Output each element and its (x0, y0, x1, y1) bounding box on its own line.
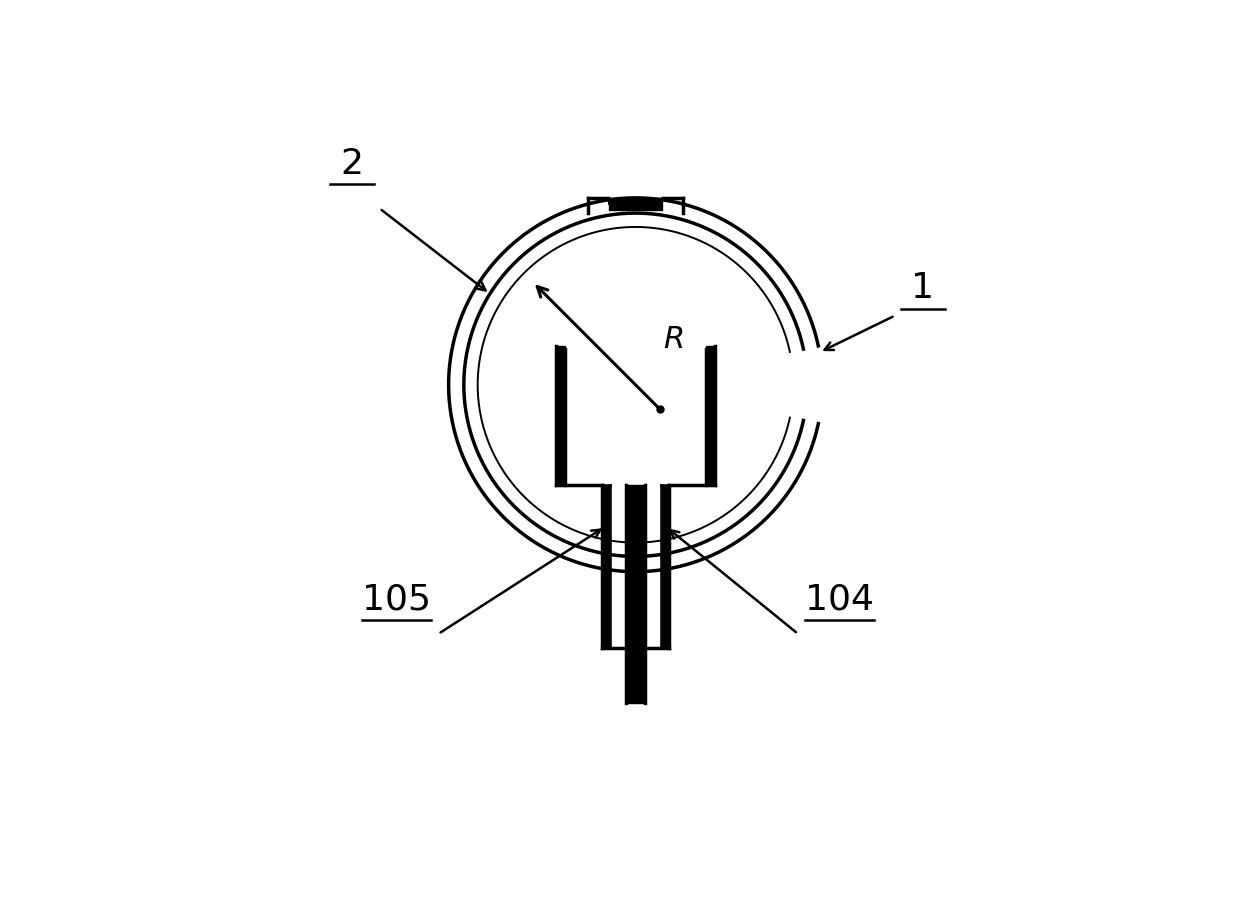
Text: 2: 2 (340, 147, 363, 181)
Text: 104: 104 (805, 583, 874, 617)
Text: 105: 105 (362, 583, 432, 617)
Text: $R$: $R$ (663, 325, 683, 355)
Text: 1: 1 (911, 271, 934, 305)
